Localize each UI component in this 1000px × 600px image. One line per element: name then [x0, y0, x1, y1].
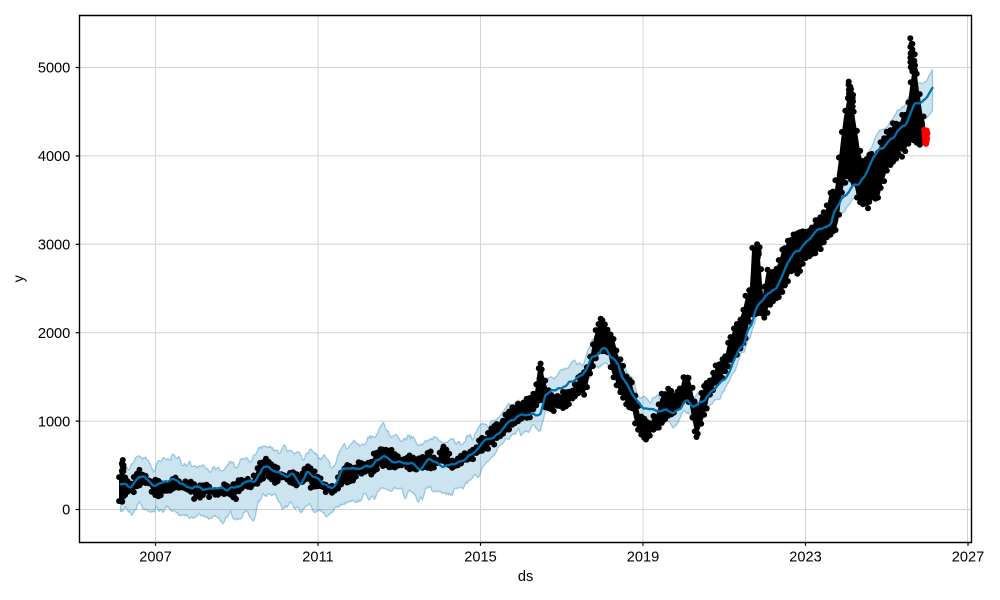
svg-text:2023: 2023: [789, 549, 821, 565]
svg-text:2019: 2019: [627, 549, 659, 565]
svg-text:5000: 5000: [38, 61, 70, 77]
svg-text:2011: 2011: [302, 549, 333, 565]
svg-text:3000: 3000: [38, 238, 70, 254]
svg-text:2027: 2027: [952, 549, 984, 565]
svg-text:2015: 2015: [464, 549, 496, 565]
svg-text:2000: 2000: [38, 326, 70, 342]
svg-text:1000: 1000: [38, 414, 70, 430]
svg-text:y: y: [12, 274, 28, 282]
svg-text:4000: 4000: [38, 149, 70, 165]
svg-text:2007: 2007: [139, 549, 171, 565]
svg-text:ds: ds: [518, 569, 533, 585]
svg-text:0: 0: [62, 503, 70, 519]
